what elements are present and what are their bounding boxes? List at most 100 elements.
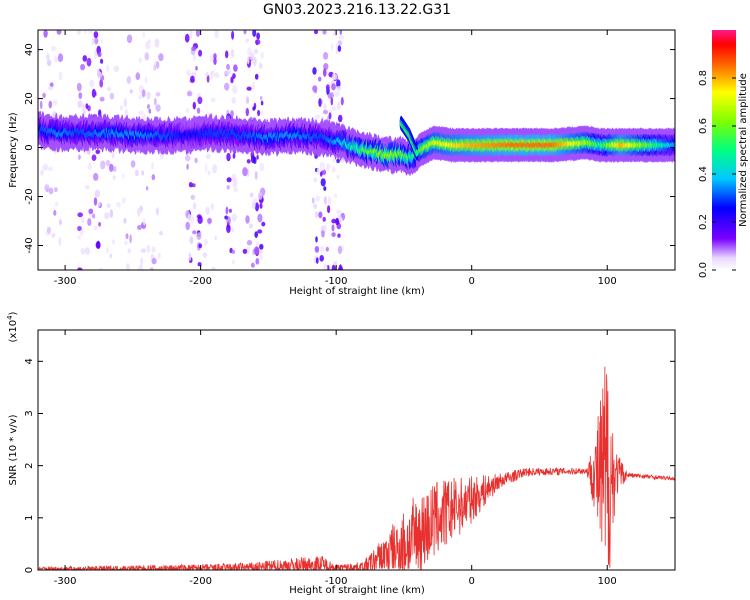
spectrogram-cell bbox=[191, 46, 197, 52]
spectrogram-cell bbox=[318, 211, 323, 219]
spectrogram-cell bbox=[312, 67, 317, 75]
spectrogram-cell bbox=[105, 159, 111, 167]
spectrogram-cell bbox=[188, 182, 193, 188]
spectrogram-cell bbox=[260, 110, 264, 116]
spectrogram-cell bbox=[259, 243, 264, 250]
spectrogram-cell bbox=[197, 215, 203, 224]
spectrogram-cell bbox=[88, 208, 94, 215]
spectrogram-cell bbox=[144, 76, 148, 84]
spectrogram-cell bbox=[93, 172, 99, 181]
snr-scale-exponent: 4 bbox=[6, 315, 14, 320]
spectrogram-cell bbox=[258, 191, 263, 200]
spectrogram-cell bbox=[254, 171, 258, 180]
spectrogram-cell bbox=[49, 82, 54, 88]
spectrogram-cell bbox=[92, 213, 96, 219]
spectrogram-cell bbox=[319, 161, 325, 171]
spectrogram-cell bbox=[157, 252, 161, 259]
spectrogram-cell bbox=[249, 52, 255, 61]
spectrogram-cell bbox=[97, 201, 101, 207]
spectrogram-cell bbox=[195, 30, 201, 37]
snr-scale-label: (x10 bbox=[8, 320, 19, 343]
spectrogram-cell bbox=[138, 57, 143, 64]
spectrogram-cell bbox=[81, 103, 86, 113]
spectrogram-cell bbox=[316, 167, 320, 175]
spectrogram-cell bbox=[126, 34, 133, 44]
spectrogram-cell bbox=[331, 218, 337, 224]
spectrogram-cell bbox=[213, 53, 217, 60]
spectrogram-cell bbox=[97, 51, 102, 58]
spectrogram-cell bbox=[254, 73, 259, 80]
spectrogram-cell bbox=[319, 245, 325, 253]
spectrogram-cell bbox=[226, 185, 230, 190]
spectrogram-cell bbox=[339, 30, 343, 35]
spectrogram-cell bbox=[48, 86, 53, 91]
spectrogram-cell bbox=[210, 97, 216, 103]
spectrogram-cell bbox=[242, 167, 248, 177]
spectrogram-cell bbox=[112, 175, 116, 180]
spectrogram-cell bbox=[331, 264, 336, 270]
spectrogram-cell bbox=[252, 81, 256, 91]
spectrogram-cell bbox=[415, 149, 419, 157]
y-tick-label: 20 bbox=[24, 92, 35, 105]
spectrogram-cell bbox=[255, 202, 259, 212]
spectrogram-cell bbox=[189, 236, 194, 245]
spectrogram-cell bbox=[53, 209, 57, 216]
x-tick-label: -300 bbox=[54, 576, 77, 587]
spectrogram-cell bbox=[336, 79, 341, 89]
spectrogram-cell bbox=[124, 240, 128, 245]
spectrogram-cell bbox=[82, 55, 88, 62]
spectrogram-cell bbox=[203, 238, 208, 246]
y-tick-label: -40 bbox=[24, 237, 35, 253]
spectrogram-cell bbox=[94, 189, 101, 198]
spectrogram-cell bbox=[331, 232, 336, 238]
spectrogram-cell bbox=[113, 65, 120, 73]
spectrogram-cell bbox=[323, 186, 327, 191]
spectrogram-cell bbox=[146, 91, 151, 100]
spectrogram-cell bbox=[246, 55, 250, 65]
spectrogram-cell bbox=[190, 194, 196, 200]
spectrogram-cell bbox=[318, 98, 322, 107]
spectrogram-cell bbox=[212, 164, 218, 174]
spectrogram-cell bbox=[42, 92, 46, 98]
spectrogram-cell bbox=[250, 262, 255, 268]
spectrogram-cell bbox=[88, 30, 93, 35]
spectrogram-cell bbox=[185, 108, 190, 113]
spectrogram-cell bbox=[142, 32, 145, 38]
spectrogram-cell bbox=[257, 229, 263, 234]
spectrogram-cell bbox=[100, 58, 104, 64]
spectrogram-cell bbox=[76, 30, 82, 35]
spectrogram-cell bbox=[337, 101, 341, 111]
spectrogram-cell bbox=[226, 224, 231, 234]
spectrogram-cell bbox=[255, 258, 260, 265]
spectrogram-cell bbox=[185, 69, 192, 77]
spectrogram-cell bbox=[196, 232, 202, 240]
spectrogram-cell bbox=[140, 257, 144, 267]
figure-title: GN03.2023.216.13.22.G31 bbox=[263, 2, 451, 18]
spectrogram-cell bbox=[80, 63, 86, 71]
spectrogram-cell bbox=[231, 249, 235, 254]
spectrogram-cell bbox=[186, 91, 193, 97]
spectrogram-cell bbox=[214, 72, 220, 79]
spectrogram-cell bbox=[51, 233, 56, 238]
spectrogram-cell bbox=[84, 30, 88, 34]
spectrogram-cell bbox=[243, 30, 247, 35]
spectrogram-cell bbox=[192, 101, 196, 110]
spectrogram-cell bbox=[188, 252, 192, 261]
spectrogram-cell bbox=[233, 187, 238, 193]
snr-series-line bbox=[38, 366, 675, 570]
spectrogram-cell bbox=[323, 224, 327, 233]
spectrogram-frame bbox=[37, 29, 676, 271]
spectrogram-cell bbox=[336, 158, 340, 164]
spectrogram-cell bbox=[226, 152, 231, 162]
spectrogram-cell bbox=[122, 173, 125, 179]
spectrogram-cell bbox=[210, 70, 214, 80]
spectrogram-cell bbox=[332, 73, 336, 80]
spectrogram-cell bbox=[232, 84, 238, 94]
spectrogram-cell bbox=[78, 235, 81, 240]
spectrogram-cell bbox=[245, 96, 250, 104]
svg-text:(x104): (x104) bbox=[6, 311, 19, 342]
spectrogram-cell bbox=[145, 186, 149, 191]
spectrogram-cell bbox=[337, 114, 343, 123]
spectrogram-cell bbox=[246, 246, 250, 255]
